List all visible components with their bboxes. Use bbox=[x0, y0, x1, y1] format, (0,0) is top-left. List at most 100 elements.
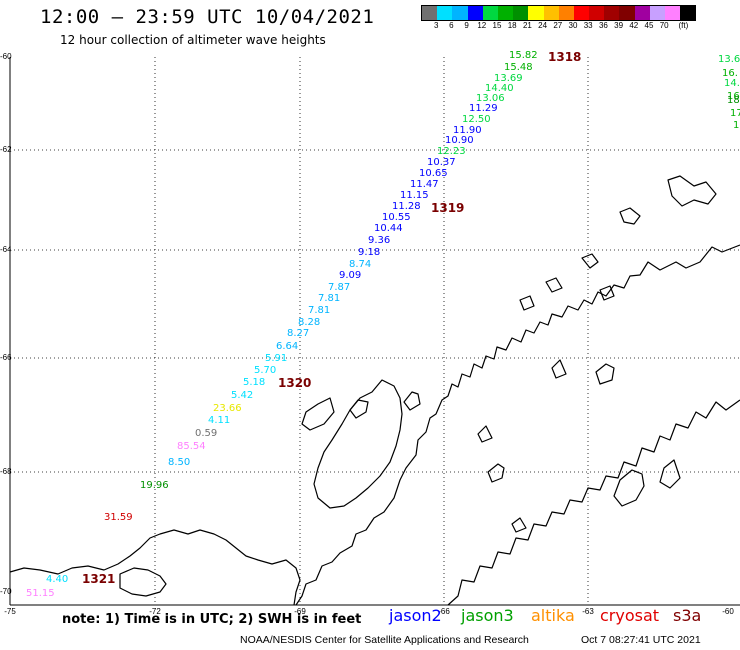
map-canvas bbox=[0, 0, 740, 650]
latitude-label: -62 bbox=[0, 145, 12, 154]
observation-label: 15.82 bbox=[509, 51, 538, 61]
observation-label: 5.42 bbox=[231, 391, 253, 401]
legend-tick-label: 6 bbox=[449, 21, 453, 30]
observation-label: 10.37 bbox=[427, 158, 456, 168]
latitude-label: -70 bbox=[0, 587, 12, 596]
observation-label: 9.36 bbox=[368, 236, 390, 246]
observation-label: 13.6 bbox=[718, 55, 740, 65]
legend-color-swatch bbox=[437, 6, 452, 20]
altimeter-map-view: 12:00 – 23:59 UTC 10/04/2021 12 hour col… bbox=[0, 0, 740, 650]
legend-tick-label: 3 bbox=[434, 21, 438, 30]
mission-label-altika: altika bbox=[531, 606, 575, 625]
legend-color-swatch bbox=[574, 6, 589, 20]
legend-tick-label: 24 bbox=[538, 21, 547, 30]
thurston-island-coastline bbox=[120, 568, 166, 596]
mission-label-cryosat: cryosat bbox=[600, 606, 659, 625]
orbit-revolution-label: 1320 bbox=[278, 377, 311, 389]
legend-tick-label: 18 bbox=[508, 21, 517, 30]
longitude-label: -60 bbox=[722, 607, 734, 616]
source-credit: NOAA/NESDIS Center for Satellite Applica… bbox=[240, 634, 529, 646]
observation-label: 5.18 bbox=[243, 378, 265, 388]
legend-tick-label: 15 bbox=[493, 21, 502, 30]
legend-tick-label: 39 bbox=[614, 21, 623, 30]
observation-label: 11.28 bbox=[392, 202, 421, 212]
units-note: note: 1) Time is in UTC; 2) SWH is in fe… bbox=[62, 612, 361, 627]
observation-label: 6.64 bbox=[276, 342, 298, 352]
orbit-revolution-label: 1321 bbox=[82, 573, 115, 585]
observation-label: 11.47 bbox=[410, 180, 439, 190]
observation-label: 11.15 bbox=[400, 191, 429, 201]
legend-color-swatch bbox=[559, 6, 574, 20]
island-coastline bbox=[596, 364, 614, 384]
observation-label: 1 bbox=[733, 121, 739, 131]
legend-color-swatch bbox=[589, 6, 604, 20]
legend-tick-label: 12 bbox=[477, 21, 486, 30]
legend-color-swatch bbox=[513, 6, 528, 20]
legend-tick-label: 9 bbox=[464, 21, 468, 30]
latitude-label: -64 bbox=[0, 245, 12, 254]
island-coastline bbox=[660, 460, 680, 488]
legend-color-swatch bbox=[483, 6, 498, 20]
legend-color-swatch bbox=[650, 6, 665, 20]
shetland-islands-coastline bbox=[668, 176, 716, 206]
observation-label: 15.48 bbox=[504, 63, 533, 73]
legend-unit-label: (ft) bbox=[679, 21, 689, 30]
orbit-revolution-label: 1318 bbox=[548, 51, 581, 63]
observation-label: 10.90 bbox=[445, 136, 474, 146]
observation-label: 8.74 bbox=[349, 260, 371, 270]
island-coastline bbox=[302, 398, 334, 430]
inland-shelf-coastline bbox=[448, 400, 740, 605]
legend-color-swatch bbox=[635, 6, 650, 20]
generated-timestamp: Oct 7 08:27:41 UTC 2021 bbox=[581, 634, 701, 646]
legend-tick-label: 42 bbox=[629, 21, 638, 30]
island-coastline bbox=[620, 208, 640, 224]
legend-tick-label: 45 bbox=[645, 21, 654, 30]
island-coastline bbox=[350, 400, 368, 418]
island-coastline bbox=[478, 426, 492, 442]
island-coastline bbox=[488, 464, 504, 482]
island-coastline bbox=[512, 518, 526, 532]
observation-label: 7.81 bbox=[318, 294, 340, 304]
wave-height-scale-labels: 3 6 9 12 15 18 21 24 27 30 33 36 39 42 45 70 (ft) bbox=[421, 21, 740, 33]
observation-label: 19.96 bbox=[140, 481, 169, 491]
island-coastline bbox=[520, 296, 534, 310]
observation-label: 10.55 bbox=[382, 213, 411, 223]
mission-label-jason3: jason3 bbox=[461, 606, 514, 625]
observation-label: 4.11 bbox=[208, 416, 230, 426]
observation-label: 4.40 bbox=[46, 575, 68, 585]
legend-color-swatch bbox=[680, 6, 695, 20]
island-coastline bbox=[404, 392, 420, 410]
peninsula-coastline bbox=[296, 245, 740, 605]
legend-tick-label: 33 bbox=[584, 21, 593, 30]
longitude-label: -75 bbox=[4, 607, 16, 616]
legend-tick-label: 70 bbox=[660, 21, 669, 30]
legend-color-swatch bbox=[619, 6, 634, 20]
longitude-label: -63 bbox=[582, 607, 594, 616]
legend-color-swatch bbox=[528, 6, 543, 20]
observation-label: 5.70 bbox=[254, 366, 276, 376]
observation-label: 10.65 bbox=[419, 169, 448, 179]
legend-color-swatch bbox=[604, 6, 619, 20]
legend-tick-label: 36 bbox=[599, 21, 608, 30]
observation-label: 0.59 bbox=[195, 429, 217, 439]
legend-color-swatch bbox=[665, 6, 680, 20]
observation-label: 8.28 bbox=[298, 318, 320, 328]
legend-color-swatch bbox=[544, 6, 559, 20]
observation-label: 5.91 bbox=[265, 354, 287, 364]
map-subtitle: 12 hour collection of altimeter wave hei… bbox=[60, 33, 326, 47]
observation-label: 85.54 bbox=[177, 442, 206, 452]
observation-label: 51.15 bbox=[26, 589, 55, 599]
observation-label: 31.59 bbox=[104, 513, 133, 523]
legend-color-swatch bbox=[468, 6, 483, 20]
observation-label: 9.09 bbox=[339, 271, 361, 281]
latitude-label: -66 bbox=[0, 353, 12, 362]
legend-tick-label: 27 bbox=[553, 21, 562, 30]
observation-label: 18 bbox=[727, 96, 740, 106]
observation-label: 8.50 bbox=[168, 458, 190, 468]
island-coastline bbox=[552, 360, 566, 378]
observation-label: 8.27 bbox=[287, 329, 309, 339]
orbit-revolution-label: 1319 bbox=[431, 202, 464, 214]
map-title: 12:00 – 23:59 UTC 10/04/2021 bbox=[40, 6, 374, 28]
island-coastline bbox=[546, 278, 562, 292]
observation-label: 12.23 bbox=[437, 147, 466, 157]
